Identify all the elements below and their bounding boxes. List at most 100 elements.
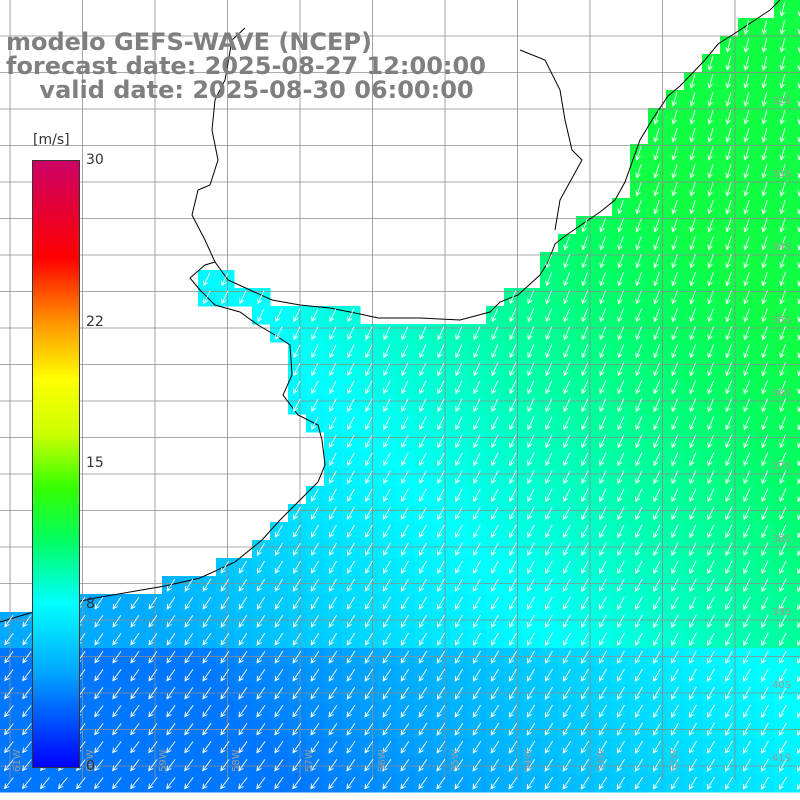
wind-arrow — [202, 596, 212, 610]
wind-cell — [792, 702, 800, 721]
wind-arrow — [491, 344, 499, 359]
wind-arrow — [508, 650, 517, 664]
wind-arrow — [779, 236, 786, 251]
wind-arrow — [743, 326, 750, 341]
wind-arrow — [364, 686, 374, 700]
wind-arrow — [347, 560, 355, 574]
wind-arrow — [670, 776, 680, 790]
wind-arrow — [526, 740, 536, 754]
wind-arrow — [617, 542, 625, 557]
wind-arrow — [563, 506, 571, 521]
wind-arrow — [653, 488, 661, 503]
wind-arrow — [599, 452, 607, 467]
wind-arrow — [725, 308, 732, 323]
wind-arrow — [761, 524, 769, 539]
wind-arrow — [383, 434, 391, 449]
wind-arrow — [671, 218, 678, 233]
wind-arrow — [599, 398, 607, 413]
wind-arrow — [689, 164, 696, 179]
wind-cell — [792, 306, 800, 325]
wind-arrow — [419, 344, 427, 359]
wind-arrow — [761, 506, 769, 521]
wind-arrow — [797, 568, 800, 575]
wind-arrow — [365, 470, 373, 485]
wind-arrow — [454, 632, 463, 646]
wind-arrow — [365, 362, 373, 377]
wind-arrow — [635, 560, 643, 575]
wind-arrow — [779, 2, 786, 17]
wind-arrow — [707, 290, 714, 305]
wind-arrow — [797, 675, 800, 683]
wind-arrow — [437, 416, 445, 431]
wind-cell — [792, 198, 800, 217]
wind-arrow — [292, 686, 302, 700]
wind-arrow — [202, 705, 212, 718]
wind-arrow — [490, 650, 499, 664]
wind-arrow — [761, 344, 768, 359]
wind-arrow — [509, 362, 517, 377]
wind-arrow — [779, 110, 786, 125]
wind-arrow — [527, 470, 535, 485]
wind-arrow — [328, 686, 338, 700]
wind-arrow — [599, 506, 607, 521]
wind-arrow — [581, 614, 589, 628]
wind-arrow — [437, 596, 445, 610]
wind-arrow — [635, 362, 643, 377]
wind-arrow — [653, 218, 660, 233]
wind-arrow — [797, 478, 800, 485]
wind-arrow — [707, 74, 714, 89]
wind-arrow — [779, 596, 787, 611]
wind-arrow — [4, 723, 14, 736]
wind-arrow — [509, 632, 517, 646]
wind-arrow — [491, 380, 499, 395]
wind-arrow — [112, 614, 122, 628]
wind-arrow — [256, 686, 266, 700]
wind-arrow — [599, 380, 607, 395]
wind-cell — [792, 576, 800, 595]
wind-arrow — [256, 578, 266, 592]
wind-arrow — [779, 470, 787, 485]
wind-arrow — [491, 578, 499, 592]
wind-arrow — [472, 776, 482, 790]
wind-arrow — [166, 759, 176, 772]
wind-arrow — [184, 687, 194, 700]
wind-arrow — [220, 614, 230, 628]
wind-arrow — [400, 722, 410, 736]
wind-arrow — [635, 596, 643, 611]
wind-arrow — [581, 254, 588, 269]
wind-arrow — [599, 596, 607, 611]
wind-arrow — [779, 722, 787, 736]
wind-arrow — [779, 542, 787, 557]
wind-arrow — [761, 488, 769, 503]
wind-arrow — [346, 777, 356, 790]
wind-arrow — [364, 704, 374, 718]
wind-arrow — [364, 578, 373, 592]
wind-arrow — [455, 380, 463, 395]
wind-arrow — [22, 723, 32, 736]
wind-arrow — [761, 182, 768, 197]
wind-arrow — [616, 776, 626, 790]
wind-arrow — [743, 380, 751, 395]
wind-arrow — [347, 524, 355, 538]
wind-arrow — [365, 398, 373, 413]
wind-arrow — [130, 632, 140, 646]
wind-arrow — [725, 326, 732, 341]
wind-arrow — [671, 398, 679, 413]
wind-arrow — [743, 614, 751, 629]
wind-arrow — [725, 452, 733, 467]
wind-arrow — [256, 596, 266, 610]
wind-arrow — [508, 686, 517, 700]
coastline — [0, 0, 781, 623]
wind-arrow — [455, 452, 463, 467]
wind-arrow — [148, 723, 158, 736]
wind-arrow — [509, 524, 517, 539]
wind-arrow — [454, 722, 464, 736]
wind-arrow — [473, 362, 481, 377]
wind-arrow — [130, 723, 140, 736]
wind-arrow — [743, 470, 751, 485]
wind-arrow — [148, 669, 158, 682]
wind-arrow — [364, 650, 374, 664]
wind-arrow — [310, 578, 319, 592]
wind-arrow — [599, 488, 607, 503]
wind-arrow — [725, 182, 732, 197]
